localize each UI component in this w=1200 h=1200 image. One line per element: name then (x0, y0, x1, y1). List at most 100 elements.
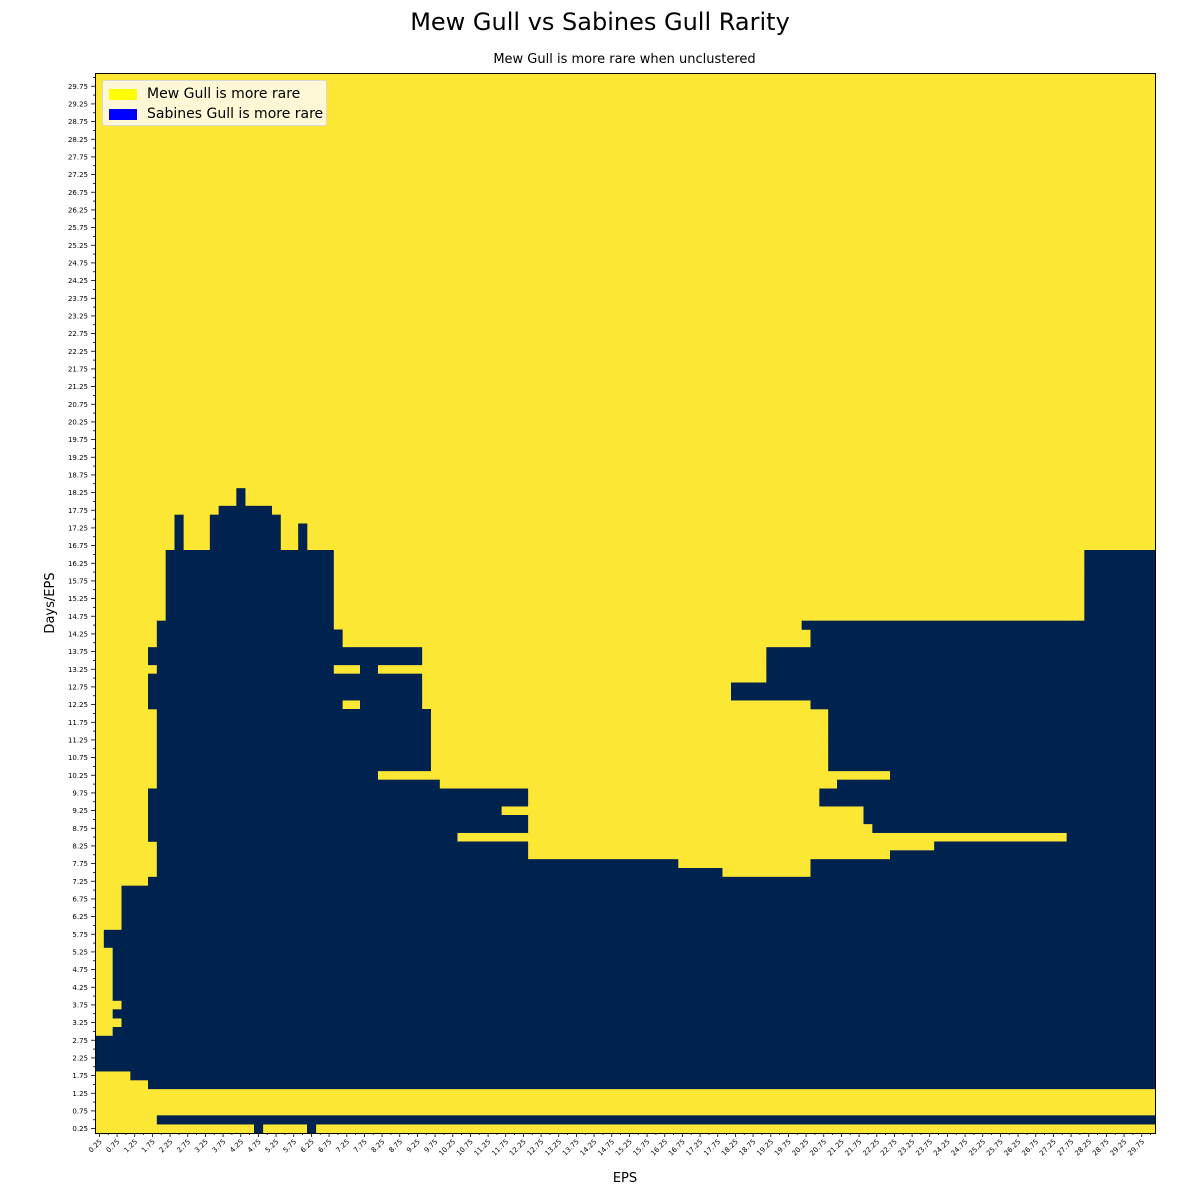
heatmap-cell-run (351, 647, 423, 657)
heatmap-cell-run (156, 709, 361, 719)
heatmap-cell-run (1084, 558, 1156, 568)
y-tick-label: 17.75 (68, 507, 88, 515)
heatmap-cell-run (342, 682, 423, 692)
heatmap-cell-run (766, 656, 1156, 666)
y-tick-label: 26.25 (68, 206, 88, 214)
heatmap-cell-run (156, 753, 361, 763)
heatmap-cell-run (156, 770, 361, 780)
x-tick-label: 8.25 (370, 1138, 387, 1155)
heatmap-cell-run (165, 611, 334, 621)
x-tick-label: 14.25 (579, 1138, 599, 1158)
heatmap-cell-run (289, 576, 334, 586)
heatmap-cell-run (121, 912, 1156, 922)
y-tick-label: 12.75 (68, 683, 88, 691)
heatmap-cell-run (148, 832, 458, 842)
x-tick-label: 25.75 (985, 1138, 1005, 1158)
heatmap-cell-run (360, 726, 431, 736)
heatmap-cell-run (156, 620, 334, 630)
x-tick-label: 7.25 (334, 1138, 351, 1155)
heatmap-cell-run (1066, 832, 1156, 842)
x-tick-label: 10.75 (455, 1138, 475, 1158)
heatmap-cell-run (1084, 611, 1156, 621)
x-tick-label: 23.75 (914, 1138, 934, 1158)
x-tick-label: 11.75 (490, 1138, 510, 1158)
y-tick-label: 13.75 (68, 648, 88, 656)
y-tick-label: 14.25 (68, 630, 88, 638)
y-tick-label: 24.25 (68, 277, 88, 285)
heatmap-cell-run (828, 726, 1156, 736)
x-tick-label: 26.25 (1003, 1138, 1023, 1158)
heatmap-cell-run (148, 673, 343, 683)
x-tick-label: 12.75 (526, 1138, 546, 1158)
heatmap-cell-run (890, 850, 1156, 860)
heatmap-cell-run (148, 682, 343, 692)
y-tick-label: 12.25 (68, 701, 88, 709)
x-tick-label: 0.75 (105, 1138, 122, 1155)
heatmap-cell-run (360, 709, 431, 719)
legend-label-sabines: Sabines Gull is more rare (147, 106, 324, 122)
heatmap-cell-run (156, 1115, 1156, 1125)
x-tick-label: 20.25 (791, 1138, 811, 1158)
y-tick-label: 25.25 (68, 242, 88, 250)
heatmap-cell-run (236, 488, 246, 498)
x-tick-label: 2.75 (175, 1138, 192, 1155)
legend-swatch-sabines (109, 108, 137, 120)
y-tick-label: 10.25 (68, 772, 88, 780)
heatmap-cell-run (165, 567, 290, 577)
x-tick-label: 9.25 (405, 1138, 422, 1155)
y-tick-label: 9.75 (72, 789, 88, 797)
x-tick-label: 2.25 (158, 1138, 175, 1155)
y-tick-label: 28.25 (68, 136, 88, 144)
y-tick-label: 18.25 (68, 489, 88, 497)
y-tick-label: 2.25 (72, 1054, 88, 1062)
heatmap-cell-run (801, 620, 1156, 630)
x-tick-label: 27.75 (1056, 1138, 1076, 1158)
heatmap-cell-run (148, 691, 343, 701)
heatmap-cell-run (165, 603, 334, 613)
heatmap-cell-run (872, 823, 1156, 833)
y-tick-label: 20.25 (68, 418, 88, 426)
y-tick-label: 14.75 (68, 613, 88, 621)
x-tick-label: 17.25 (685, 1138, 705, 1158)
heatmap-cell-run (103, 929, 1156, 939)
heatmap-cell-run (112, 991, 1156, 1001)
x-tick-label: 21.75 (844, 1138, 864, 1158)
heatmap-cell-run (289, 558, 334, 568)
legend-label-mew: Mew Gull is more rare (147, 86, 301, 102)
heatmap-cell-run (298, 541, 308, 551)
heatmap-cell-run (209, 514, 281, 524)
y-tick-label: 27.25 (68, 171, 88, 179)
y-tick-label: 8.25 (72, 842, 88, 850)
heatmap-cell-run (148, 1080, 1156, 1090)
heatmap-cell-run (148, 797, 529, 807)
heatmap-cell-run (1084, 594, 1156, 604)
heatmap-cell-run (156, 735, 361, 745)
x-tick-label: 5.75 (281, 1138, 298, 1155)
y-tick-label: 8.75 (72, 825, 88, 833)
heatmap-cell-run (95, 1053, 1156, 1063)
x-tick-label: 16.75 (667, 1138, 687, 1158)
x-tick-label: 11.25 (473, 1138, 493, 1158)
heatmap-cell-run (95, 1062, 1156, 1072)
heatmap-cell-run (156, 779, 440, 789)
heatmap-cell-run (112, 956, 1156, 966)
heatmap-cell-run (1084, 567, 1156, 577)
heatmap-cell-run (121, 921, 1156, 931)
heatmap-cell-run (837, 779, 1156, 789)
heatmap-cell-run (156, 850, 529, 860)
heatmap-cell-run (828, 762, 1156, 772)
heatmap-cell-run (121, 894, 1156, 904)
x-tick-label: 6.75 (317, 1138, 334, 1155)
heatmap-cell-run (103, 938, 1156, 948)
plot-frame (95, 73, 1156, 1134)
heatmap-cell-run (165, 594, 290, 604)
y-tick-label: 22.25 (68, 348, 88, 356)
x-tick-label: 13.25 (543, 1138, 563, 1158)
heatmap-cell-run (209, 523, 281, 533)
heatmap-cell-run (254, 1124, 264, 1134)
y-tick-label: 2.75 (72, 1037, 88, 1045)
heatmap-cell-run (236, 497, 246, 507)
heatmap-cell-run (828, 717, 1156, 727)
heatmap-cell-run (156, 762, 361, 772)
heatmap-cell-run (766, 673, 1156, 683)
